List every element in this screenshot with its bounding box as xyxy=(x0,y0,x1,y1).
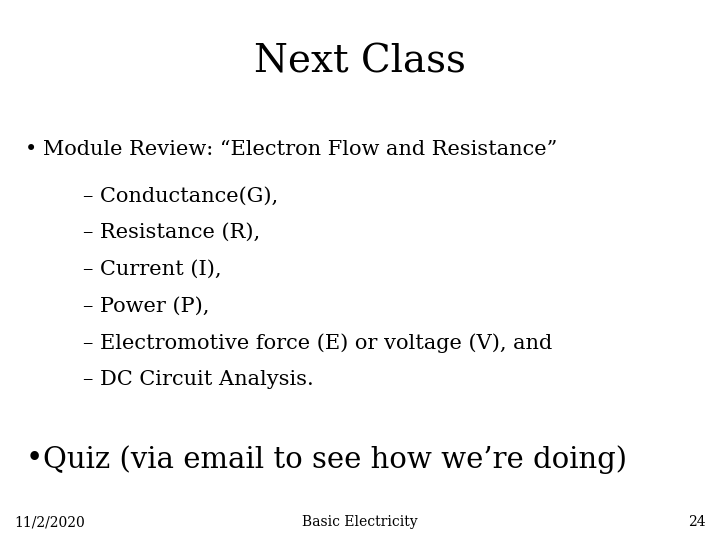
Text: 11/2/2020: 11/2/2020 xyxy=(14,515,85,529)
Text: – Current (I),: – Current (I), xyxy=(83,260,221,279)
Text: Quiz (via email to see how we’re doing): Quiz (via email to see how we’re doing) xyxy=(43,446,627,474)
Text: Module Review: “Electron Flow and Resistance”: Module Review: “Electron Flow and Resist… xyxy=(43,140,557,159)
Text: Next Class: Next Class xyxy=(254,43,466,80)
Text: 24: 24 xyxy=(688,515,706,529)
Text: •: • xyxy=(25,446,42,474)
Text: – Resistance (R),: – Resistance (R), xyxy=(83,223,260,242)
Text: •: • xyxy=(25,140,37,159)
Text: – DC Circuit Analysis.: – DC Circuit Analysis. xyxy=(83,370,313,389)
Text: – Power (P),: – Power (P), xyxy=(83,296,210,315)
Text: – Electromotive force (E) or voltage (V), and: – Electromotive force (E) or voltage (V)… xyxy=(83,333,552,353)
Text: – Conductance(G),: – Conductance(G), xyxy=(83,186,278,205)
Text: Basic Electricity: Basic Electricity xyxy=(302,515,418,529)
